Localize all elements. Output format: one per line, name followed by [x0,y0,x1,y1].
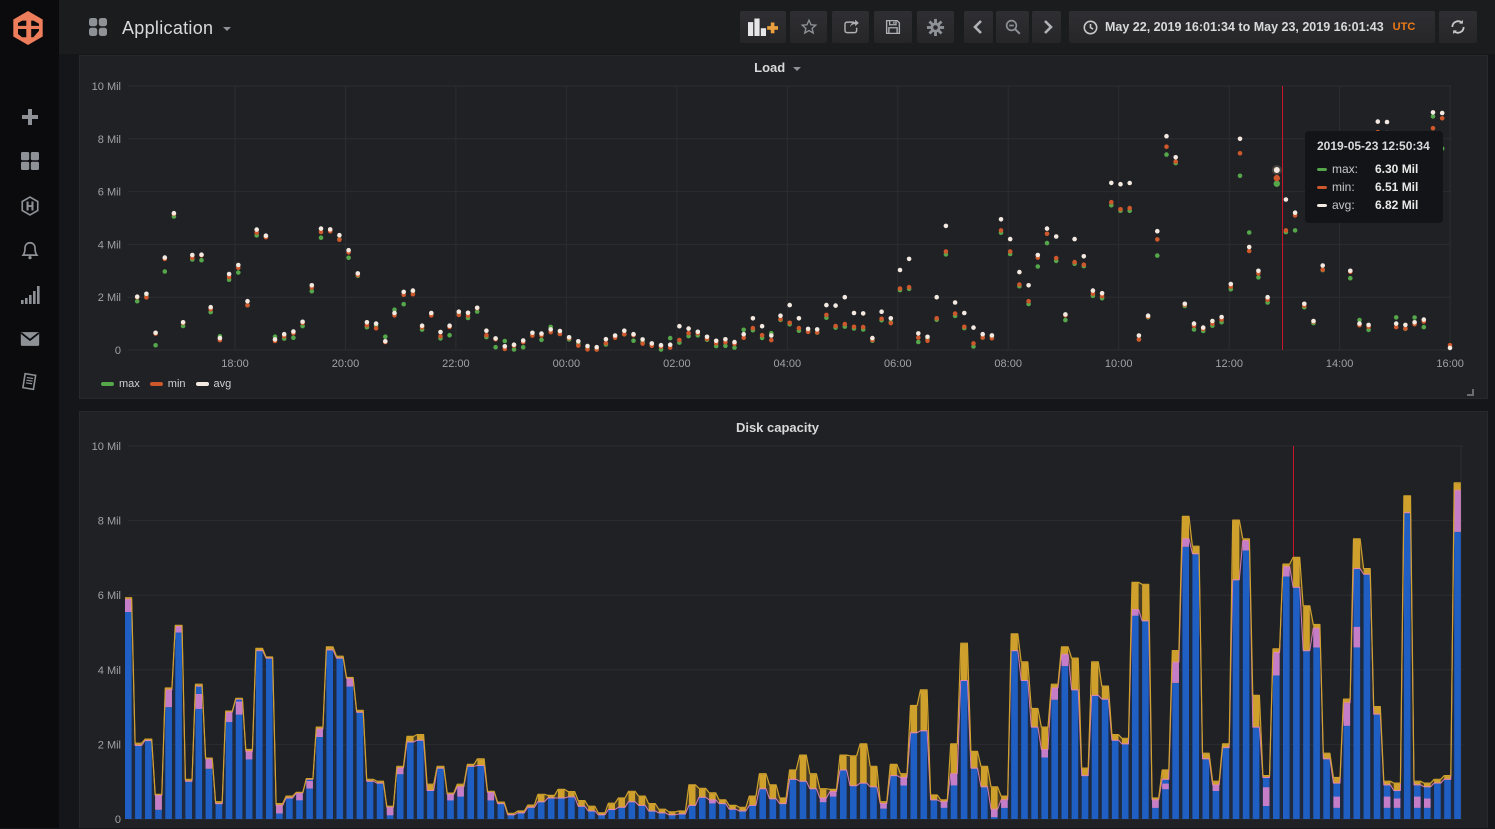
svg-text:06:00: 06:00 [884,358,912,370]
svg-text:00:00: 00:00 [553,358,581,370]
svg-text:14:00: 14:00 [1326,358,1354,370]
svg-text:4 Mil: 4 Mil [98,239,121,251]
svg-text:12:00: 12:00 [1215,358,1243,370]
svg-text:22:00: 22:00 [442,358,470,370]
svg-text:04:00: 04:00 [774,358,802,370]
svg-text:10 Mil: 10 Mil [92,81,121,93]
svg-text:08:00: 08:00 [994,358,1022,370]
svg-text:8 Mil: 8 Mil [98,134,121,146]
svg-text:16:00: 16:00 [1436,358,1464,370]
svg-text:8 Mil: 8 Mil [98,516,121,528]
svg-text:2 Mil: 2 Mil [98,739,121,751]
svg-text:0: 0 [115,345,121,357]
svg-text:10:00: 10:00 [1105,358,1133,370]
svg-text:6 Mil: 6 Mil [98,590,121,602]
svg-text:18:00: 18:00 [221,358,249,370]
svg-text:02:00: 02:00 [663,358,691,370]
svg-text:4 Mil: 4 Mil [98,665,121,677]
svg-text:10 Mil: 10 Mil [92,441,121,453]
svg-text:0: 0 [115,814,121,826]
svg-text:6 Mil: 6 Mil [98,187,121,199]
svg-text:20:00: 20:00 [332,358,360,370]
svg-text:2 Mil: 2 Mil [98,292,121,304]
